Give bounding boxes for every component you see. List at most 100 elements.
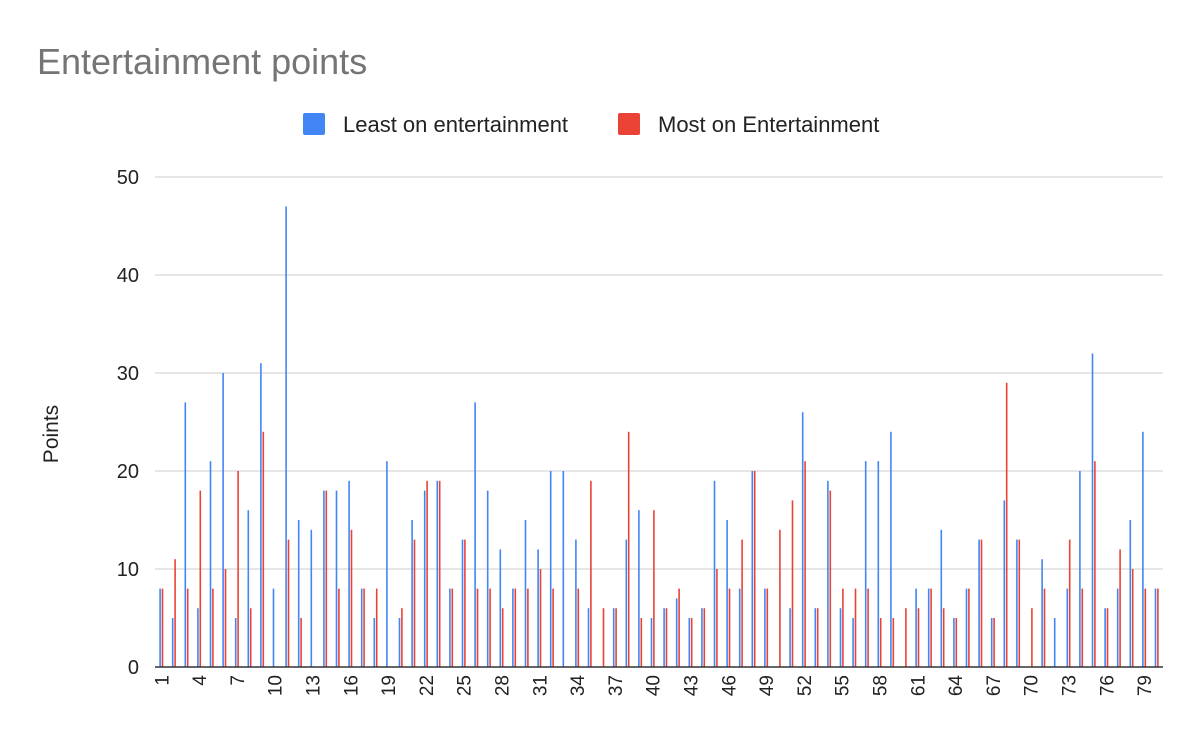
- bar-most-9: [262, 431, 265, 667]
- x-tick-label: 70: [1022, 675, 1043, 696]
- bar-most-2: [174, 559, 176, 667]
- bar-most-63: [942, 608, 945, 667]
- bar-least-61: [915, 588, 917, 667]
- bar-least-76: [1104, 608, 1106, 667]
- bar-least-22: [423, 490, 426, 667]
- x-tick-label: 10: [266, 675, 287, 696]
- bar-least-72: [1053, 618, 1056, 667]
- legend-swatch-most: [618, 113, 640, 135]
- bar-most-5: [212, 588, 214, 667]
- bar-least-17: [360, 588, 363, 667]
- bar-most-27: [489, 588, 491, 667]
- bar-most-42: [678, 588, 680, 667]
- legend-label-least: Least on entertainment: [343, 112, 568, 137]
- bar-most-77: [1119, 549, 1121, 667]
- bar-most-64: [955, 618, 958, 667]
- bar-most-16: [350, 529, 353, 667]
- bar-least-52: [801, 412, 804, 667]
- bar-most-21: [413, 539, 416, 667]
- bar-most-22: [426, 480, 428, 667]
- x-tick-label: 19: [379, 675, 400, 696]
- bar-most-45: [716, 569, 718, 667]
- bar-least-20: [398, 618, 401, 667]
- bar-most-18: [375, 588, 378, 667]
- bar-least-26: [474, 402, 476, 667]
- bar-most-8: [249, 608, 252, 667]
- legend-item-least[interactable]: Least on entertainment: [303, 112, 568, 137]
- y-tick-label: 0: [128, 657, 139, 679]
- bar-least-30: [524, 520, 527, 667]
- bar-least-62: [927, 588, 930, 667]
- legend-item-most[interactable]: Most on Entertainment: [618, 112, 879, 137]
- bar-most-46: [728, 588, 731, 667]
- x-tick-label: 31: [530, 675, 551, 696]
- bar-most-11: [287, 539, 290, 667]
- bar-least-44: [701, 608, 703, 667]
- bar-most-28: [501, 608, 504, 667]
- x-axis-ticks: 1 4 7 10 13 16 19 22 25 28 31 34 37 40 43 46 49 52 55 58 61 6…: [152, 675, 1156, 697]
- bar-most-34: [577, 588, 580, 667]
- bar-least-33: [562, 471, 565, 667]
- bar-most-14: [325, 490, 328, 667]
- bar-least-19: [386, 461, 388, 667]
- bar-least-37: [612, 608, 615, 667]
- bar-least-49: [764, 588, 766, 667]
- bar-most-37: [615, 608, 617, 667]
- bar-most-69: [1018, 539, 1021, 667]
- bar-most-30: [527, 588, 529, 667]
- bar-least-65: [965, 588, 968, 667]
- bar-most-26: [476, 588, 479, 667]
- bar-least-27: [486, 490, 489, 667]
- bar-most-25: [464, 539, 466, 667]
- bar-least-28: [499, 549, 502, 667]
- bar-least-10: [272, 588, 275, 667]
- x-tick-label: 40: [644, 675, 665, 696]
- bar-least-80: [1154, 588, 1157, 667]
- y-axis-ticks: 0 10 20 30 40 50: [117, 167, 139, 679]
- bar-least-1: [159, 588, 161, 667]
- x-tick-label: 76: [1097, 675, 1118, 696]
- bar-most-70: [1031, 608, 1033, 667]
- bar-most-75: [1094, 461, 1096, 667]
- bar-most-17: [363, 588, 365, 667]
- bar-least-74: [1079, 471, 1081, 667]
- bar-least-78: [1129, 520, 1132, 667]
- bar-most-65: [968, 588, 970, 667]
- bar-least-12: [297, 520, 300, 667]
- bar-most-61: [917, 608, 920, 667]
- bar-most-58: [879, 618, 882, 667]
- bar-least-2: [171, 618, 174, 667]
- bar-most-52: [804, 461, 806, 667]
- x-tick-label: 22: [417, 675, 438, 696]
- bar-most-35: [590, 480, 592, 667]
- bar-least-39: [638, 510, 640, 667]
- bar-most-36: [602, 608, 605, 667]
- bar-least-34: [575, 539, 577, 667]
- bar-least-64: [953, 618, 955, 667]
- y-axis-label: Points: [40, 405, 63, 463]
- bar-most-4: [199, 490, 202, 667]
- bar-most-79: [1144, 588, 1147, 667]
- y-tick-label: 40: [117, 265, 139, 287]
- bar-least-8: [247, 510, 250, 667]
- x-tick-label: 52: [795, 675, 816, 696]
- x-tick-label: 1: [152, 675, 173, 686]
- bar-most-62: [930, 588, 932, 667]
- bar-least-4: [197, 608, 199, 667]
- bar-most-73: [1068, 539, 1071, 667]
- bar-least-68: [1003, 500, 1006, 667]
- bar-least-53: [814, 608, 817, 667]
- x-tick-label: 64: [946, 675, 967, 697]
- x-tick-label: 13: [304, 675, 325, 696]
- y-tick-label: 30: [117, 363, 139, 385]
- x-tick-label: 46: [719, 675, 740, 696]
- bar-least-7: [234, 618, 237, 667]
- bar-most-80: [1157, 588, 1159, 667]
- bar-most-1: [161, 588, 164, 667]
- bar-least-29: [512, 588, 514, 667]
- bar-least-46: [726, 520, 728, 667]
- x-tick-label: 37: [606, 675, 627, 696]
- legend: Least on entertainment Most on Entertain…: [303, 112, 879, 137]
- bar-least-75: [1091, 353, 1094, 667]
- bar-least-54: [827, 480, 829, 667]
